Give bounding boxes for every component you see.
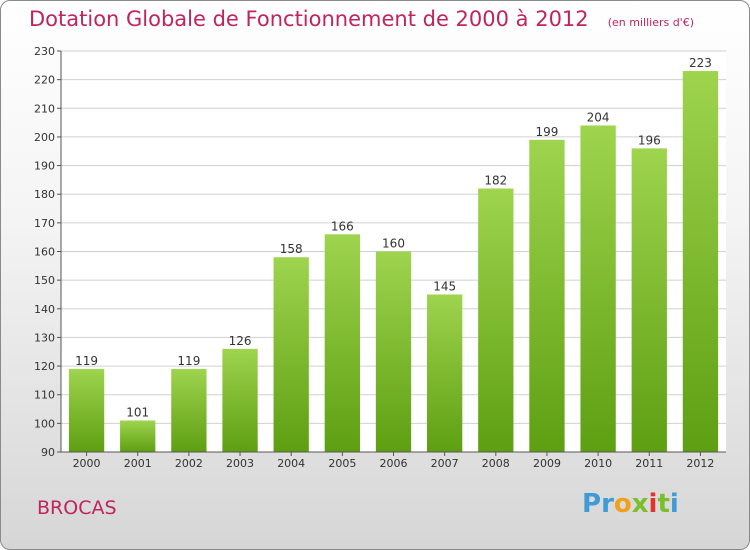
x-tick-label: 2002 <box>175 457 203 470</box>
x-tick-label: 2010 <box>584 457 612 470</box>
proxiti-logo: Proxiti <box>582 489 679 519</box>
x-tick-label: 2000 <box>73 457 101 470</box>
bar-value-label: 145 <box>433 279 456 293</box>
bar-value-label: 160 <box>382 237 405 251</box>
bar-2009 <box>529 139 565 453</box>
x-tick-label: 2008 <box>482 457 510 470</box>
y-tick-label: 230 <box>34 45 55 58</box>
bar-value-label: 204 <box>587 110 610 124</box>
x-tick-label: 2007 <box>431 457 459 470</box>
y-tick-label: 120 <box>34 360 55 373</box>
bar-2005 <box>324 234 360 452</box>
bars <box>68 71 719 453</box>
bar-2012 <box>682 71 719 453</box>
bar-2011 <box>631 148 667 452</box>
y-tick-label: 160 <box>34 246 55 259</box>
x-tick-label: 2001 <box>124 457 152 470</box>
x-tick-label: 2003 <box>226 457 254 470</box>
title-row: Dotation Globale de Fonctionnement de 20… <box>29 7 694 31</box>
bar-2004 <box>273 257 309 452</box>
bar-value-label: 223 <box>689 56 712 70</box>
y-tick-label: 200 <box>34 131 55 144</box>
bar-2002 <box>171 368 207 452</box>
bar-2010 <box>580 125 616 452</box>
y-tick-label: 210 <box>34 102 55 115</box>
x-tick-label: 2012 <box>686 457 714 470</box>
bar-2001 <box>120 420 156 452</box>
x-tick-label: 2004 <box>277 457 305 470</box>
y-axis-ticks: 90 100 110 120 130 140 150 160 170 180 190 200 210 22… <box>34 45 61 459</box>
x-tick-label: 2009 <box>533 457 561 470</box>
x-tick-label: 2005 <box>328 457 356 470</box>
x-tick-label: 2006 <box>380 457 408 470</box>
commune-name: BROCAS <box>37 497 117 519</box>
bar-value-label: 199 <box>536 125 559 139</box>
y-tick-label: 150 <box>34 274 55 287</box>
y-tick-label: 110 <box>34 389 55 402</box>
y-tick-label: 140 <box>34 303 55 316</box>
y-tick-label: 180 <box>34 188 55 201</box>
bar-value-label: 101 <box>126 405 149 419</box>
bar-2008 <box>478 188 514 452</box>
bar-value-label: 119 <box>177 354 200 368</box>
chart-unit: (en milliers d'€) <box>607 16 695 29</box>
y-tick-label: 170 <box>34 217 55 230</box>
bar-2006 <box>375 251 412 452</box>
x-axis-ticks: 2000 2001 2002 2003 2004 2005 2006 2007 2008 2009… <box>73 452 714 470</box>
bar-value-label: 126 <box>229 334 252 348</box>
chart-title: Dotation Globale de Fonctionnement de 20… <box>29 7 589 31</box>
bar-value-label: 119 <box>75 354 98 368</box>
y-tick-label: 130 <box>34 331 55 344</box>
bar-value-labels: 119 101 119 126 158 166 160 145 182 199 204 196 223 <box>75 56 712 419</box>
bar-value-label: 166 <box>331 219 354 233</box>
x-tick-label: 2011 <box>635 457 663 470</box>
bar-value-label: 196 <box>638 133 661 147</box>
y-tick-label: 90 <box>41 446 55 459</box>
bar-2000 <box>68 368 105 452</box>
y-tick-label: 220 <box>34 74 55 87</box>
bar-2003 <box>222 348 258 452</box>
bar-value-label: 182 <box>484 173 507 187</box>
y-tick-label: 190 <box>34 160 55 173</box>
bar-2007 <box>427 294 463 452</box>
y-tick-label: 100 <box>34 417 55 430</box>
bar-value-label: 158 <box>280 242 303 256</box>
